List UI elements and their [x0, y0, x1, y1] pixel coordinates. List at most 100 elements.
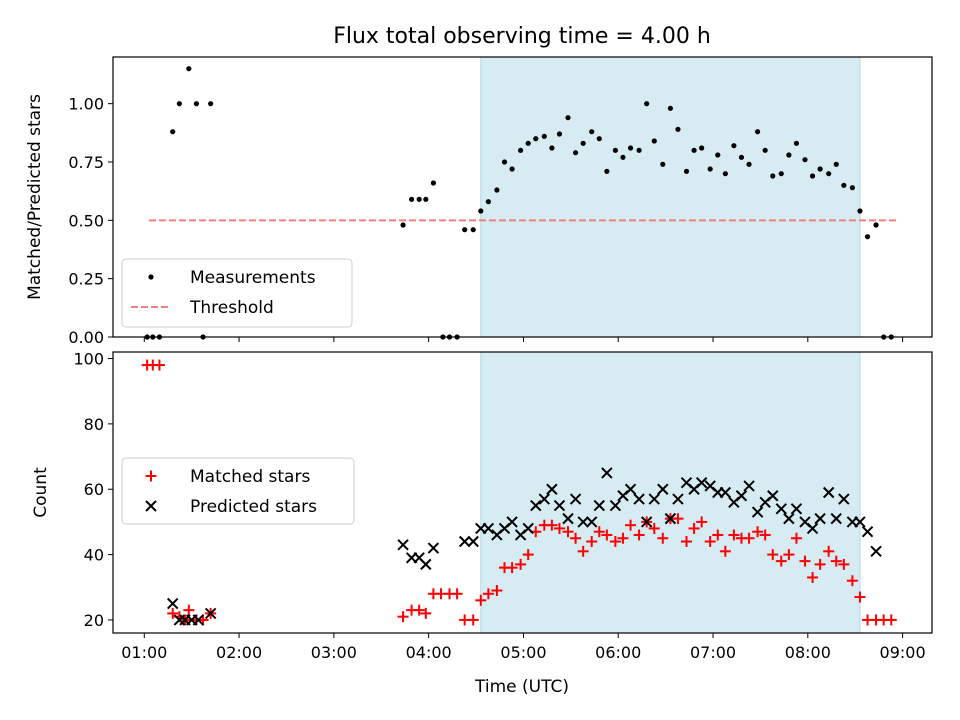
predicted-point-stroke	[167, 597, 179, 610]
data-point	[193, 101, 200, 107]
y-tick-label: 1.00	[68, 95, 104, 114]
data-point	[786, 152, 792, 158]
y-tick-label: 0.25	[68, 270, 104, 289]
legend-marker-stroke	[145, 500, 157, 512]
top-axes-frame	[112, 56, 933, 338]
data-point	[833, 161, 839, 167]
predicted-point-stroke	[854, 516, 866, 528]
predicted-point-stroke	[767, 490, 779, 502]
predicted-point	[397, 539, 409, 551]
predicted-point	[562, 512, 574, 525]
bottom-axes-frame	[112, 351, 933, 634]
predicted-point	[593, 499, 605, 512]
matched-point	[799, 555, 811, 567]
predicted-point	[458, 535, 471, 548]
predicted-point	[506, 516, 518, 528]
matched-point	[617, 532, 629, 544]
matched-point	[728, 529, 740, 541]
x-axis-label: Time (UTC)	[474, 677, 569, 697]
matched-point	[790, 532, 802, 544]
y-tick-label: 0.50	[68, 211, 104, 230]
matched-point	[475, 594, 487, 606]
data-point	[170, 129, 176, 135]
predicted-point	[538, 493, 551, 505]
matched-point	[546, 519, 558, 531]
matched-point	[601, 529, 613, 541]
predicted-point	[695, 476, 708, 489]
data-point	[501, 159, 508, 165]
matched-point	[153, 359, 165, 371]
y-tick-label: 80	[84, 415, 104, 434]
matched-point	[451, 588, 463, 600]
predicted-point-stroke	[601, 467, 613, 479]
predicted-point-stroke	[204, 607, 217, 620]
predicted-point-stroke	[695, 476, 708, 489]
data-point	[430, 180, 436, 186]
matched-point	[775, 555, 787, 567]
data-point	[604, 168, 610, 174]
data-point	[572, 150, 579, 156]
data-point	[793, 140, 800, 146]
matched-point	[491, 585, 503, 597]
predicted-point	[427, 542, 440, 554]
predicted-point-stroke	[822, 486, 835, 499]
data-point	[731, 143, 737, 149]
predicted-point	[783, 512, 795, 525]
matched-point	[657, 532, 669, 544]
x-tick-label: 07:00	[690, 643, 736, 662]
data-point	[549, 145, 555, 151]
predicted-point	[192, 614, 205, 626]
predicted-point-stroke	[664, 512, 677, 525]
predicted-point	[838, 493, 850, 505]
matched-point	[482, 588, 494, 600]
predicted-point-stroke	[743, 480, 755, 492]
data-point	[478, 208, 484, 214]
top-observing-window	[480, 56, 861, 338]
y-tick-label: 0.00	[68, 328, 104, 347]
predicted-point-stroke	[577, 516, 589, 528]
predicted-point-stroke	[719, 486, 732, 499]
matched-point	[712, 529, 724, 541]
matched-point	[625, 519, 637, 531]
predicted-point-stroke	[546, 483, 558, 495]
data-point	[525, 140, 531, 146]
predicted-point	[167, 597, 179, 610]
data-point	[627, 145, 634, 151]
predicted-point	[767, 490, 779, 502]
matched-point	[830, 555, 842, 567]
legend-label: Threshold	[189, 298, 274, 318]
data-point	[778, 171, 784, 177]
matched-point	[577, 545, 589, 557]
data-point	[762, 147, 768, 153]
matched-point	[648, 522, 660, 534]
top-y-axis-label: Matched/Predicted stars	[25, 94, 45, 300]
predicted-point-stroke	[522, 522, 534, 535]
predicted-point-stroke	[799, 516, 811, 528]
predicted-point	[633, 493, 645, 505]
predicted-point	[530, 499, 542, 512]
data-point	[683, 168, 690, 174]
predicted-point-stroke	[624, 483, 637, 495]
data-point	[864, 234, 871, 240]
data-point	[738, 154, 745, 160]
data-point	[651, 138, 657, 144]
data-point	[691, 147, 697, 153]
data-point	[660, 161, 666, 167]
legend-marker	[145, 470, 157, 482]
data-point	[556, 131, 563, 137]
data-point	[485, 199, 491, 205]
x-tick-label: 01:00	[121, 643, 167, 662]
bottom-series-matched-stars	[141, 359, 897, 626]
predicted-point	[814, 512, 826, 525]
predicted-point-stroke	[790, 503, 803, 515]
predicted-point	[790, 503, 803, 515]
predicted-point-stroke	[562, 512, 574, 525]
predicted-point	[657, 483, 669, 495]
top-series-measurements	[144, 66, 894, 340]
predicted-point	[664, 512, 677, 525]
predicted-point	[672, 493, 684, 505]
top-legend: Measurements Threshold	[121, 258, 353, 328]
x-tick-label: 03:00	[311, 643, 357, 662]
matched-point	[752, 526, 764, 538]
matched-point	[586, 536, 598, 548]
